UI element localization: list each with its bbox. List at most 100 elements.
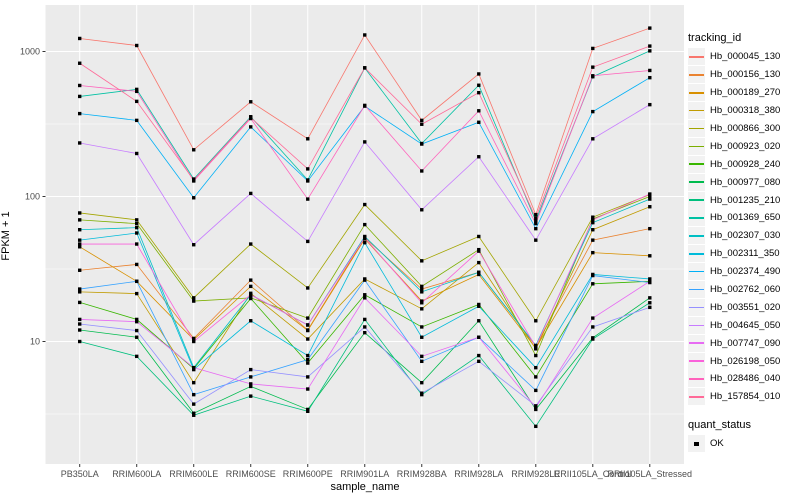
data-point — [363, 235, 367, 240]
data-point — [420, 359, 424, 364]
data-point — [534, 404, 538, 408]
data-point — [192, 296, 196, 300]
legend-item: Hb_000189_270 — [688, 84, 800, 102]
legend-item-label: Hb_002762_060 — [710, 284, 781, 296]
data-point — [249, 296, 253, 301]
legend-color-line — [689, 74, 704, 76]
y-tick-label: 10 — [30, 337, 40, 347]
data-point — [420, 208, 424, 212]
data-point — [135, 221, 139, 226]
legend-item-label: Hb_000045_130 — [710, 51, 781, 63]
legend-item-label: Hb_000318_380 — [710, 105, 781, 117]
quant-status-item: OK — [688, 435, 800, 453]
data-point — [249, 100, 253, 104]
data-point — [363, 330, 367, 335]
data-point — [477, 335, 481, 339]
data-point — [591, 325, 595, 329]
data-point — [363, 222, 367, 227]
data-point — [477, 302, 481, 307]
data-point — [591, 220, 595, 225]
data-point — [591, 65, 595, 69]
data-point — [591, 109, 595, 114]
data-point — [477, 249, 481, 253]
data-point — [192, 392, 196, 397]
legend-key-icon — [688, 316, 705, 334]
data-point — [78, 290, 82, 294]
data-point — [477, 120, 481, 124]
data-point — [78, 245, 82, 249]
legend-item-label: Hb_157854_010 — [710, 391, 781, 403]
data-point — [306, 197, 310, 201]
data-point — [648, 301, 652, 305]
data-point — [420, 169, 424, 173]
legend-key-icon — [688, 298, 705, 316]
legend-key-icon — [688, 227, 705, 245]
data-point — [192, 299, 196, 303]
data-point — [192, 402, 196, 406]
data-point — [78, 317, 82, 322]
data-point — [306, 328, 310, 333]
data-point — [306, 239, 310, 244]
legend-item-list: Hb_000045_130 Hb_000156_130 Hb_000189_270 H… — [688, 48, 800, 406]
data-point — [135, 317, 139, 322]
data-point — [591, 137, 595, 141]
quant-status-label: OK — [710, 438, 724, 450]
data-point — [306, 407, 310, 412]
data-point — [306, 387, 310, 391]
data-point — [135, 231, 139, 235]
data-point — [363, 66, 367, 70]
data-point — [534, 424, 538, 429]
data-point — [477, 83, 481, 87]
data-point — [534, 345, 538, 349]
legend-item: Hb_004645_050 — [688, 316, 800, 334]
legend-item-label: Hb_000189_270 — [710, 87, 781, 99]
data-point — [249, 191, 253, 196]
legend-item-label: Hb_000923_020 — [710, 140, 781, 152]
data-point — [648, 279, 652, 284]
legend-item: Hb_000318_380 — [688, 102, 800, 120]
data-point — [306, 286, 310, 290]
data-point — [477, 155, 481, 159]
data-point — [477, 272, 481, 277]
data-point — [249, 382, 253, 386]
legend-item: Hb_002374_490 — [688, 263, 800, 281]
legend-color-line — [689, 270, 704, 273]
data-point — [192, 178, 196, 182]
data-point — [420, 335, 424, 339]
data-point — [135, 262, 139, 267]
legend-key-icon — [688, 281, 705, 299]
data-point — [420, 290, 424, 294]
legend-color-line — [689, 396, 704, 398]
legend-title-quant-status: quant_status — [688, 418, 751, 431]
data-point — [78, 111, 82, 116]
legend-item-label: Hb_000156_130 — [710, 69, 781, 81]
data-point — [78, 328, 82, 332]
data-point — [363, 293, 367, 297]
legend-item: Hb_002307_030 — [688, 227, 800, 245]
data-point — [249, 242, 253, 246]
data-point — [420, 301, 424, 305]
data-point — [192, 413, 196, 417]
data-point — [306, 375, 310, 379]
data-point — [363, 296, 367, 300]
data-point — [192, 380, 196, 385]
data-point — [192, 148, 196, 152]
legend-color-line — [689, 56, 704, 58]
data-point — [192, 365, 196, 370]
data-point — [135, 335, 139, 339]
x-tick-label: RRIM600SE — [226, 469, 276, 479]
data-point — [477, 319, 481, 323]
data-point — [78, 339, 82, 344]
data-point — [477, 90, 481, 95]
legend-item-label: Hb_000928_240 — [710, 158, 781, 170]
legend-item-label: Hb_002311_350 — [710, 248, 780, 260]
data-point — [534, 375, 538, 379]
data-point — [477, 353, 481, 358]
legend-color-line — [689, 91, 704, 94]
data-point — [135, 87, 139, 92]
data-point — [648, 75, 652, 80]
data-point — [648, 226, 652, 231]
data-point — [135, 118, 139, 123]
data-point — [78, 218, 82, 222]
